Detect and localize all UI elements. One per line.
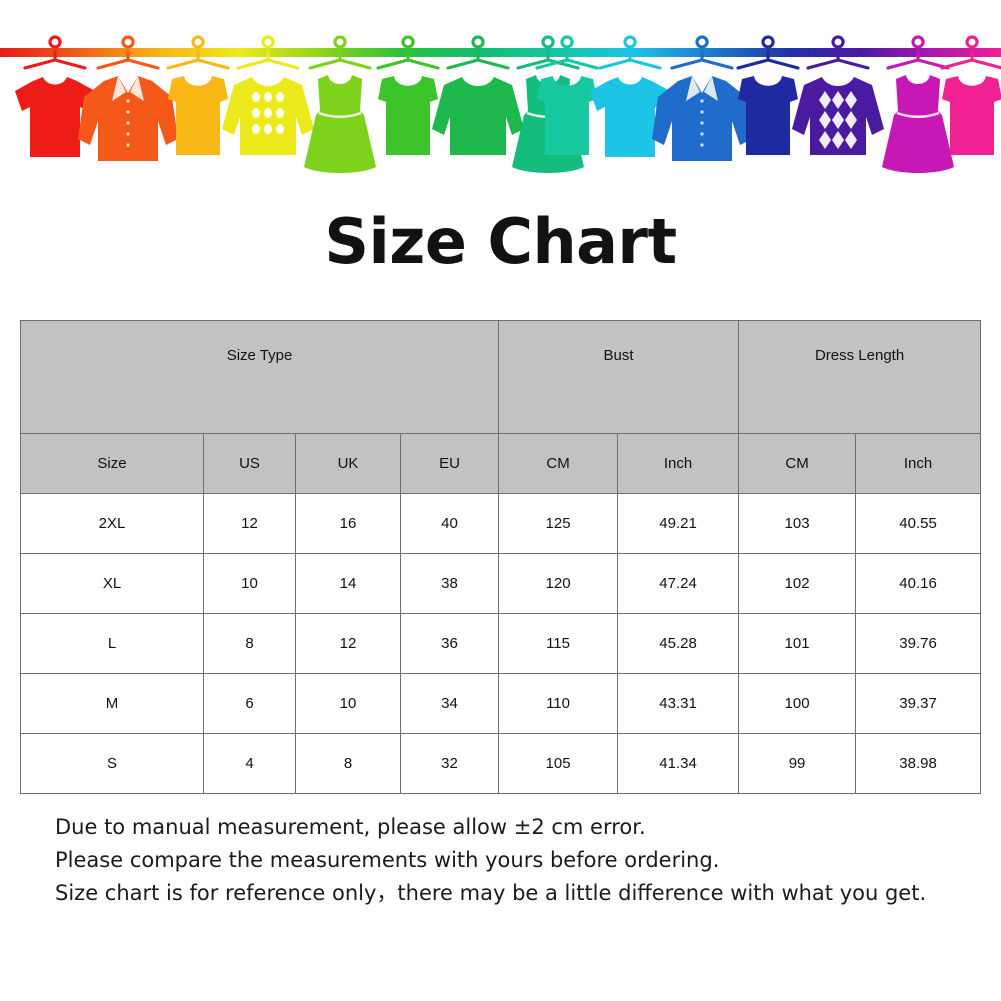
page-title: Size Chart [324, 205, 677, 278]
column-header-eu: EU [399, 433, 500, 494]
cell-us: 6 [203, 673, 296, 734]
table-row: L 8 12 36 115 45.28 101 39.76 [20, 613, 982, 674]
size-chart-table-wrapper: Size Type Bust Dress Length Size US UK E… [19, 320, 982, 794]
cell-bust-inch: 41.34 [617, 733, 740, 794]
cell-uk: 14 [295, 553, 401, 614]
group-header-bust: Bust [498, 320, 740, 434]
cell-size: S [20, 733, 204, 794]
note-line-3: Size chart is for reference only，there m… [55, 881, 927, 905]
cell-length-inch: 39.37 [855, 673, 982, 734]
cell-length-cm: 102 [738, 553, 857, 614]
group-header-size-type: Size Type [19, 320, 500, 434]
clothesline-banner [0, 0, 1001, 180]
column-header-length-inch: Inch [855, 433, 982, 494]
column-header-us: US [203, 433, 296, 494]
cell-us: 8 [203, 613, 296, 674]
cell-length-cm: 103 [738, 493, 857, 554]
column-header-uk: UK [295, 433, 401, 494]
garment-dress-lime [302, 35, 378, 175]
cell-eu: 40 [399, 493, 500, 554]
cell-uk: 8 [295, 733, 401, 794]
cell-size: L [20, 613, 204, 674]
table-group-header-row: Size Type Bust Dress Length [19, 320, 982, 434]
column-header-bust-inch: Inch [617, 433, 740, 494]
garment-dress-magenta [880, 35, 956, 175]
cell-bust-cm: 125 [498, 493, 619, 554]
cell-bust-inch: 49.21 [617, 493, 740, 554]
table-row: 2XL 12 16 40 125 49.21 103 40.55 [20, 493, 982, 554]
table-sub-header-row: Size US UK EU CM Inch CM Inch [20, 433, 982, 494]
column-header-bust-cm: CM [498, 433, 619, 494]
size-chart-table: Size Type Bust Dress Length Size US UK E… [19, 320, 982, 794]
cell-bust-cm: 120 [498, 553, 619, 614]
cell-length-inch: 40.16 [855, 553, 982, 614]
cell-uk: 16 [295, 493, 401, 554]
cell-bust-cm: 110 [498, 673, 619, 734]
cell-eu: 36 [399, 613, 500, 674]
cell-us: 4 [203, 733, 296, 794]
table-row: XL 10 14 38 120 47.24 102 40.16 [20, 553, 982, 614]
cell-bust-inch: 47.24 [617, 553, 740, 614]
cell-size: M [20, 673, 204, 734]
disclaimer-notes: Due to manual measurement, please allow … [55, 813, 965, 912]
cell-us: 10 [203, 553, 296, 614]
cell-uk: 12 [295, 613, 401, 674]
table-row: M 6 10 34 110 43.31 100 39.37 [20, 673, 982, 734]
cell-length-inch: 40.55 [855, 493, 982, 554]
cell-bust-inch: 43.31 [617, 673, 740, 734]
note-line-2: Please compare the measurements with you… [55, 848, 720, 872]
cell-eu: 32 [399, 733, 500, 794]
cell-eu: 34 [399, 673, 500, 734]
cell-length-inch: 38.98 [855, 733, 982, 794]
cell-length-cm: 101 [738, 613, 857, 674]
cell-bust-cm: 105 [498, 733, 619, 794]
cell-size: XL [20, 553, 204, 614]
cell-eu: 38 [399, 553, 500, 614]
cell-bust-inch: 45.28 [617, 613, 740, 674]
column-header-size: Size [20, 433, 204, 494]
column-header-length-cm: CM [738, 433, 857, 494]
cell-us: 12 [203, 493, 296, 554]
table-row: S 4 8 32 105 41.34 99 38.98 [20, 733, 982, 794]
cell-bust-cm: 115 [498, 613, 619, 674]
cell-length-cm: 99 [738, 733, 857, 794]
group-header-dress-length: Dress Length [738, 320, 982, 434]
cell-length-inch: 39.76 [855, 613, 982, 674]
cell-length-cm: 100 [738, 673, 857, 734]
cell-uk: 10 [295, 673, 401, 734]
cell-size: 2XL [20, 493, 204, 554]
note-line-1: Due to manual measurement, please allow … [55, 815, 646, 839]
